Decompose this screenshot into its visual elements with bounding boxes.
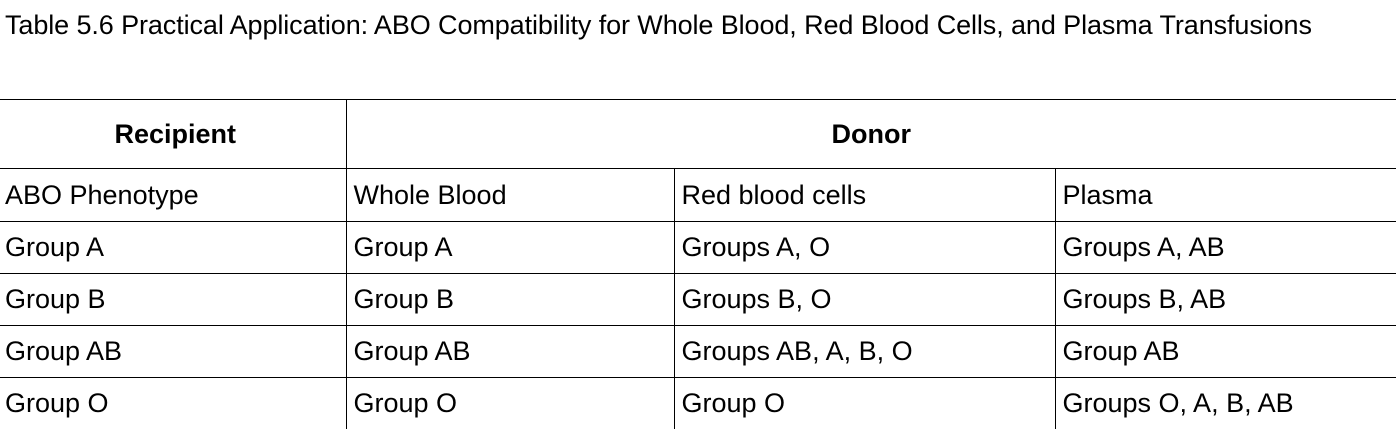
table-cell: Group AB — [1055, 326, 1396, 378]
column-header-abo-phenotype: ABO Phenotype — [0, 169, 346, 222]
column-header-plasma: Plasma — [1055, 169, 1396, 222]
table-caption: Table 5.6 Practical Application: ABO Com… — [5, 0, 1393, 50]
column-header-red-blood-cells: Red blood cells — [674, 169, 1055, 222]
column-header-row: ABO Phenotype Whole Blood Red blood cell… — [0, 169, 1396, 222]
table-cell: Groups B, O — [674, 274, 1055, 326]
group-header-row: Recipient Donor — [0, 100, 1396, 169]
table-cell: Groups A, AB — [1055, 222, 1396, 274]
table-cell: Group A — [346, 222, 674, 274]
table-cell: Groups A, O — [674, 222, 1055, 274]
table-cell: Groups O, A, B, AB — [1055, 378, 1396, 429]
table-cell: Group AB — [346, 326, 674, 378]
table-cell: Group B — [346, 274, 674, 326]
table-row: Group A Group A Groups A, O Groups A, AB — [0, 222, 1396, 274]
table-cell: Group O — [346, 378, 674, 429]
table-row: Group B Group B Groups B, O Groups B, AB — [0, 274, 1396, 326]
table-cell: Group O — [0, 378, 346, 429]
abo-compatibility-table: Recipient Donor ABO Phenotype Whole Bloo… — [0, 99, 1396, 429]
table-cell: Groups AB, A, B, O — [674, 326, 1055, 378]
table-cell: Group A — [0, 222, 346, 274]
column-header-whole-blood: Whole Blood — [346, 169, 674, 222]
table-cell: Group O — [674, 378, 1055, 429]
recipient-header: Recipient — [0, 100, 346, 169]
table-cell: Group B — [0, 274, 346, 326]
table-row: Group AB Group AB Groups AB, A, B, O Gro… — [0, 326, 1396, 378]
donor-header: Donor — [346, 100, 1396, 169]
table-row: Group O Group O Group O Groups O, A, B, … — [0, 378, 1396, 429]
table-cell: Group AB — [0, 326, 346, 378]
table-cell: Groups B, AB — [1055, 274, 1396, 326]
